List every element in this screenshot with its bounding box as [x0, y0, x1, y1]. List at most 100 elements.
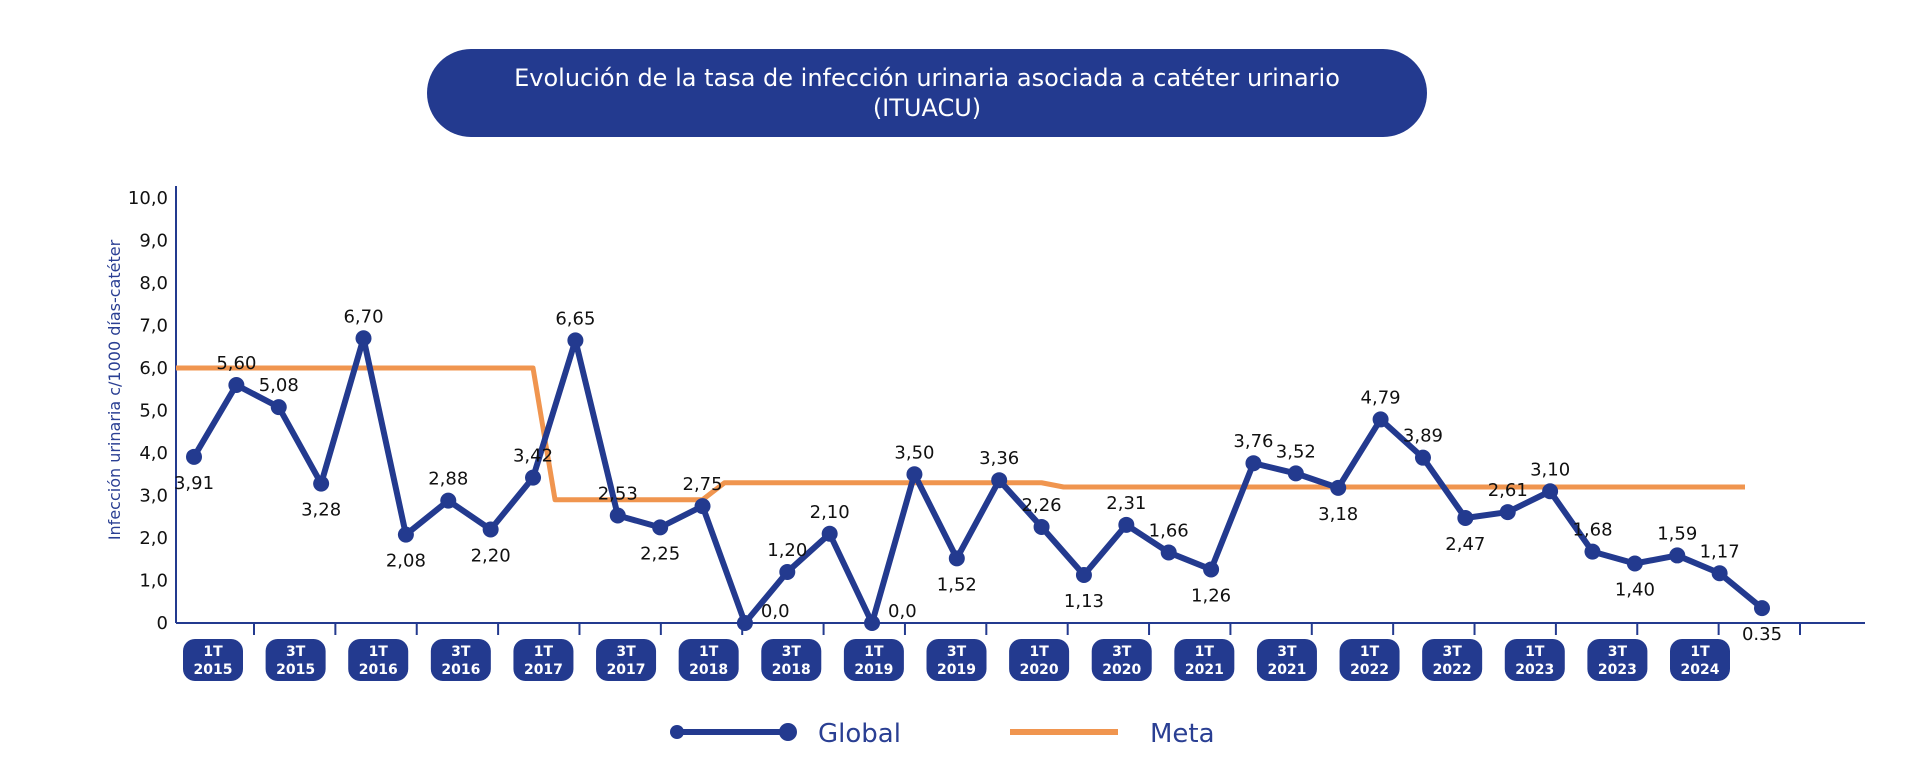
chart-title: Evolución de la tasa de infección urinar… [427, 49, 1427, 137]
period-year: 2018 [772, 662, 811, 678]
legend-global-label: Global [818, 719, 901, 749]
y-tick-label: 1,0 [139, 571, 168, 592]
period-quarter: 3T [616, 644, 636, 660]
period-badge: 1T 2024 [1670, 639, 1730, 681]
period-badge: 3T 2016 [430, 639, 491, 681]
period-badge-bg [678, 639, 739, 681]
data-label: 3,76 [1233, 431, 1273, 452]
global-point [482, 521, 499, 538]
x-axis-period-badges: 1T 2015 3T 2015 1T 2016 3T 2016 1T 2017 3T 2017 1T 20… [183, 639, 1730, 681]
global-point [736, 615, 753, 631]
global-point [652, 519, 669, 536]
global-point [355, 330, 372, 347]
global-point [270, 399, 287, 416]
y-tick-label: 7,0 [139, 316, 168, 337]
global-point [1669, 547, 1686, 564]
data-label: 2,47 [1445, 534, 1485, 555]
period-badge-bg [430, 639, 491, 681]
period-quarter: 1T [203, 644, 223, 660]
y-tick-label: 6,0 [139, 358, 168, 379]
global-point [609, 507, 626, 524]
global-point [313, 475, 330, 492]
data-label: 2,20 [471, 546, 511, 567]
period-badge: 3T 2017 [596, 639, 657, 681]
period-quarter: 3T [1608, 644, 1628, 660]
data-label: 3,52 [1276, 441, 1316, 462]
period-quarter: 1T [699, 644, 719, 660]
data-label: 3,28 [301, 500, 341, 521]
data-label: 3,50 [894, 442, 934, 463]
data-label: 6,65 [555, 308, 595, 329]
period-year: 2016 [359, 662, 398, 678]
period-year: 2017 [607, 662, 646, 678]
global-point [440, 492, 457, 509]
period-badge-bg [1009, 639, 1070, 681]
global-point [1287, 465, 1304, 482]
period-year: 2018 [689, 662, 728, 678]
period-badge-bg [1670, 639, 1730, 681]
period-badge: 3T 2020 [1091, 639, 1152, 681]
period-quarter: 1T [1525, 644, 1545, 660]
period-badge-bg [348, 639, 409, 681]
period-quarter: 1T [864, 644, 884, 660]
global-point [1711, 565, 1728, 582]
data-label: 1,52 [937, 574, 977, 595]
global-point [1203, 561, 1220, 578]
global-point [991, 472, 1008, 489]
period-badge-bg [843, 639, 904, 681]
data-label: 3,89 [1403, 426, 1443, 447]
chart-title-line1: Evolución de la tasa de infección urinar… [514, 64, 1340, 92]
data-label: 1,66 [1149, 520, 1189, 541]
y-tick-label: 0 [157, 613, 168, 634]
period-quarter: 1T [1195, 644, 1215, 660]
period-badge: 3T 2023 [1587, 639, 1648, 681]
period-year: 2016 [441, 662, 480, 678]
period-badge-bg [926, 639, 987, 681]
period-quarter: 3T [1112, 644, 1132, 660]
data-label: 4,79 [1361, 387, 1401, 408]
data-label: 6,70 [343, 306, 383, 327]
period-year: 2015 [194, 662, 233, 678]
legend-global-marker-right [779, 723, 797, 741]
data-label: 1,17 [1700, 541, 1740, 562]
period-badge: 1T 2017 [513, 639, 574, 681]
period-quarter: 1T [1690, 644, 1710, 660]
data-label: 2,25 [640, 543, 680, 564]
period-badge: 1T 2015 [183, 639, 243, 681]
global-point [1245, 455, 1262, 472]
period-year: 2020 [1102, 662, 1141, 678]
y-axis-title: Infección urinaria c/1000 días-catéter [105, 239, 124, 540]
global-point [779, 564, 796, 580]
period-badge-bg [596, 639, 657, 681]
period-quarter: 1T [534, 644, 554, 660]
period-badge-bg [1256, 639, 1317, 681]
period-badge: 1T 2021 [1174, 639, 1235, 681]
period-badge: 1T 2016 [348, 639, 409, 681]
global-point [948, 550, 965, 567]
period-badge: 1T 2022 [1339, 639, 1400, 681]
period-badge-bg [1339, 639, 1400, 681]
y-tick-label: 3,0 [139, 486, 168, 507]
period-year: 2022 [1433, 662, 1472, 678]
global-point [1542, 483, 1559, 500]
y-axis-ticks: 0 1,0 2,0 3,0 4,0 5,0 6,0 7,0 8,0 9,0 10,0 [128, 188, 168, 634]
data-label: 3,91 [174, 473, 214, 494]
period-badge: 1T 2019 [843, 639, 904, 681]
data-label: 0.35 [1742, 624, 1782, 645]
global-point [1754, 600, 1770, 617]
global-point [1414, 449, 1431, 466]
period-year: 2021 [1267, 662, 1306, 678]
data-label: 1,20 [767, 540, 807, 561]
data-label: 1,40 [1615, 580, 1655, 601]
period-badge: 1T 2018 [678, 639, 739, 681]
period-badge-bg [1174, 639, 1235, 681]
period-quarter: 3T [782, 644, 802, 660]
global-point [397, 526, 414, 543]
data-label: 1,59 [1657, 523, 1697, 544]
data-label: 2,53 [598, 483, 638, 504]
data-label: 2,10 [810, 502, 850, 523]
data-label: 5,08 [259, 375, 299, 396]
y-tick-label: 4,0 [139, 443, 168, 464]
data-label: 2,75 [683, 474, 723, 495]
